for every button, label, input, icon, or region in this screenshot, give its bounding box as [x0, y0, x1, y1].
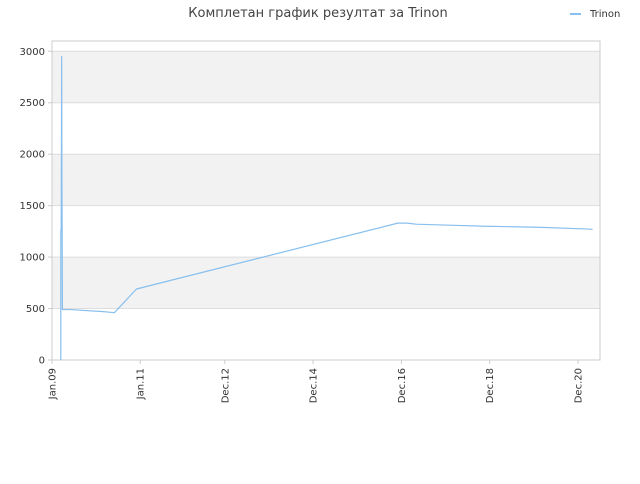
plot-band [52, 41, 600, 52]
plot-background [52, 41, 600, 360]
plot-band [52, 154, 600, 206]
y-axis-ticks: 0 500 1000 1500 2000 2500 3000 [20, 47, 45, 367]
y-tick-label: 500 [26, 304, 45, 315]
plot-band [52, 102, 600, 155]
y-tick-label: 3000 [20, 47, 45, 58]
series-line-trinon [60, 55, 593, 360]
plot-band [52, 257, 600, 309]
x-tick-label: Dec.18 [485, 368, 496, 403]
y-tick-label: 2000 [20, 150, 45, 161]
legend-label: Trinon [589, 9, 620, 20]
y-tick-label: 0 [39, 356, 45, 367]
y-tick-label: 1000 [20, 253, 45, 264]
plot-band [52, 205, 600, 258]
y-tick-label: 2500 [20, 98, 45, 109]
series-layer [60, 55, 593, 360]
x-tick-label: Dec.16 [397, 368, 408, 403]
chart-title: Комплетан график резултат за Trinon [188, 6, 447, 21]
x-tick-label: Jan.09 [48, 368, 59, 400]
x-axis-ticks: Jan.09 Jan.11 Dec.12 Dec.14 Dec.16 Dec.18 Dec.… [48, 368, 585, 403]
x-tick-label: Jan.11 [136, 368, 147, 400]
x-tick-label: Dec.20 [574, 368, 585, 403]
grid-lines [48, 40, 601, 364]
plot-frame [51, 40, 601, 361]
x-tick-label: Dec.12 [220, 368, 231, 403]
plot-band [52, 51, 600, 103]
legend[interactable]: Trinon [570, 9, 620, 20]
x-tick-label: Dec.14 [309, 368, 320, 403]
plot-band [52, 308, 600, 360]
y-tick-label: 1500 [20, 201, 45, 212]
